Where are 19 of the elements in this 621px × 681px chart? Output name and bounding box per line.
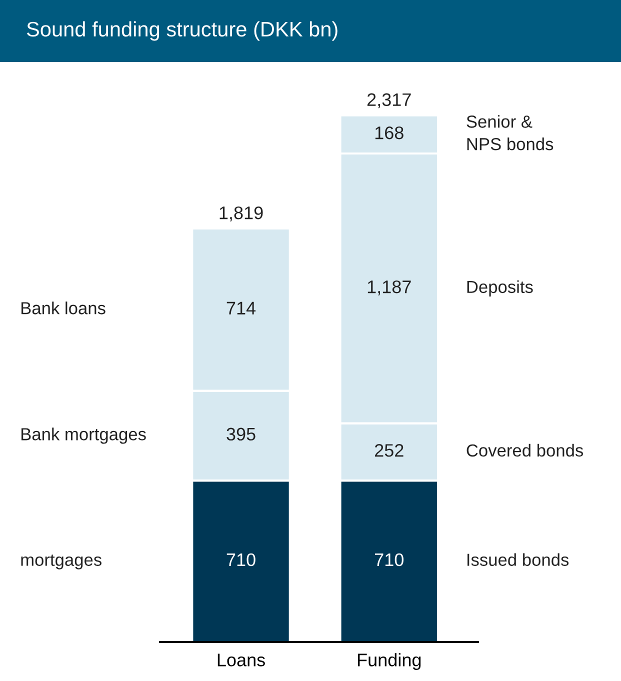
data-label: 710 xyxy=(374,553,404,566)
annotation: Covered bonds xyxy=(466,444,584,457)
chart-title: Sound funding structure (DKK bn) xyxy=(26,21,338,41)
annotation: Deposits xyxy=(467,280,533,296)
data-label: 714 xyxy=(226,302,256,314)
annotation: Senior & NPS bonds xyxy=(466,115,554,150)
data-label: 252 xyxy=(374,444,404,457)
x-tick-label: Funding xyxy=(358,653,421,670)
text: Bank loans xyxy=(22,302,106,314)
total-label: 2,317 xyxy=(367,93,411,108)
data-label: 395 xyxy=(226,428,256,441)
data-label: 710 xyxy=(226,553,256,566)
total-label: 1,819 xyxy=(220,206,263,222)
data-label: 168 xyxy=(375,126,404,140)
text: Bank mortgages xyxy=(22,428,146,444)
text: mortgages xyxy=(21,554,102,570)
x-tick-label: Loans xyxy=(218,654,265,666)
annotation: Issued bonds xyxy=(468,553,569,566)
data-label: 1,187 xyxy=(368,280,411,296)
